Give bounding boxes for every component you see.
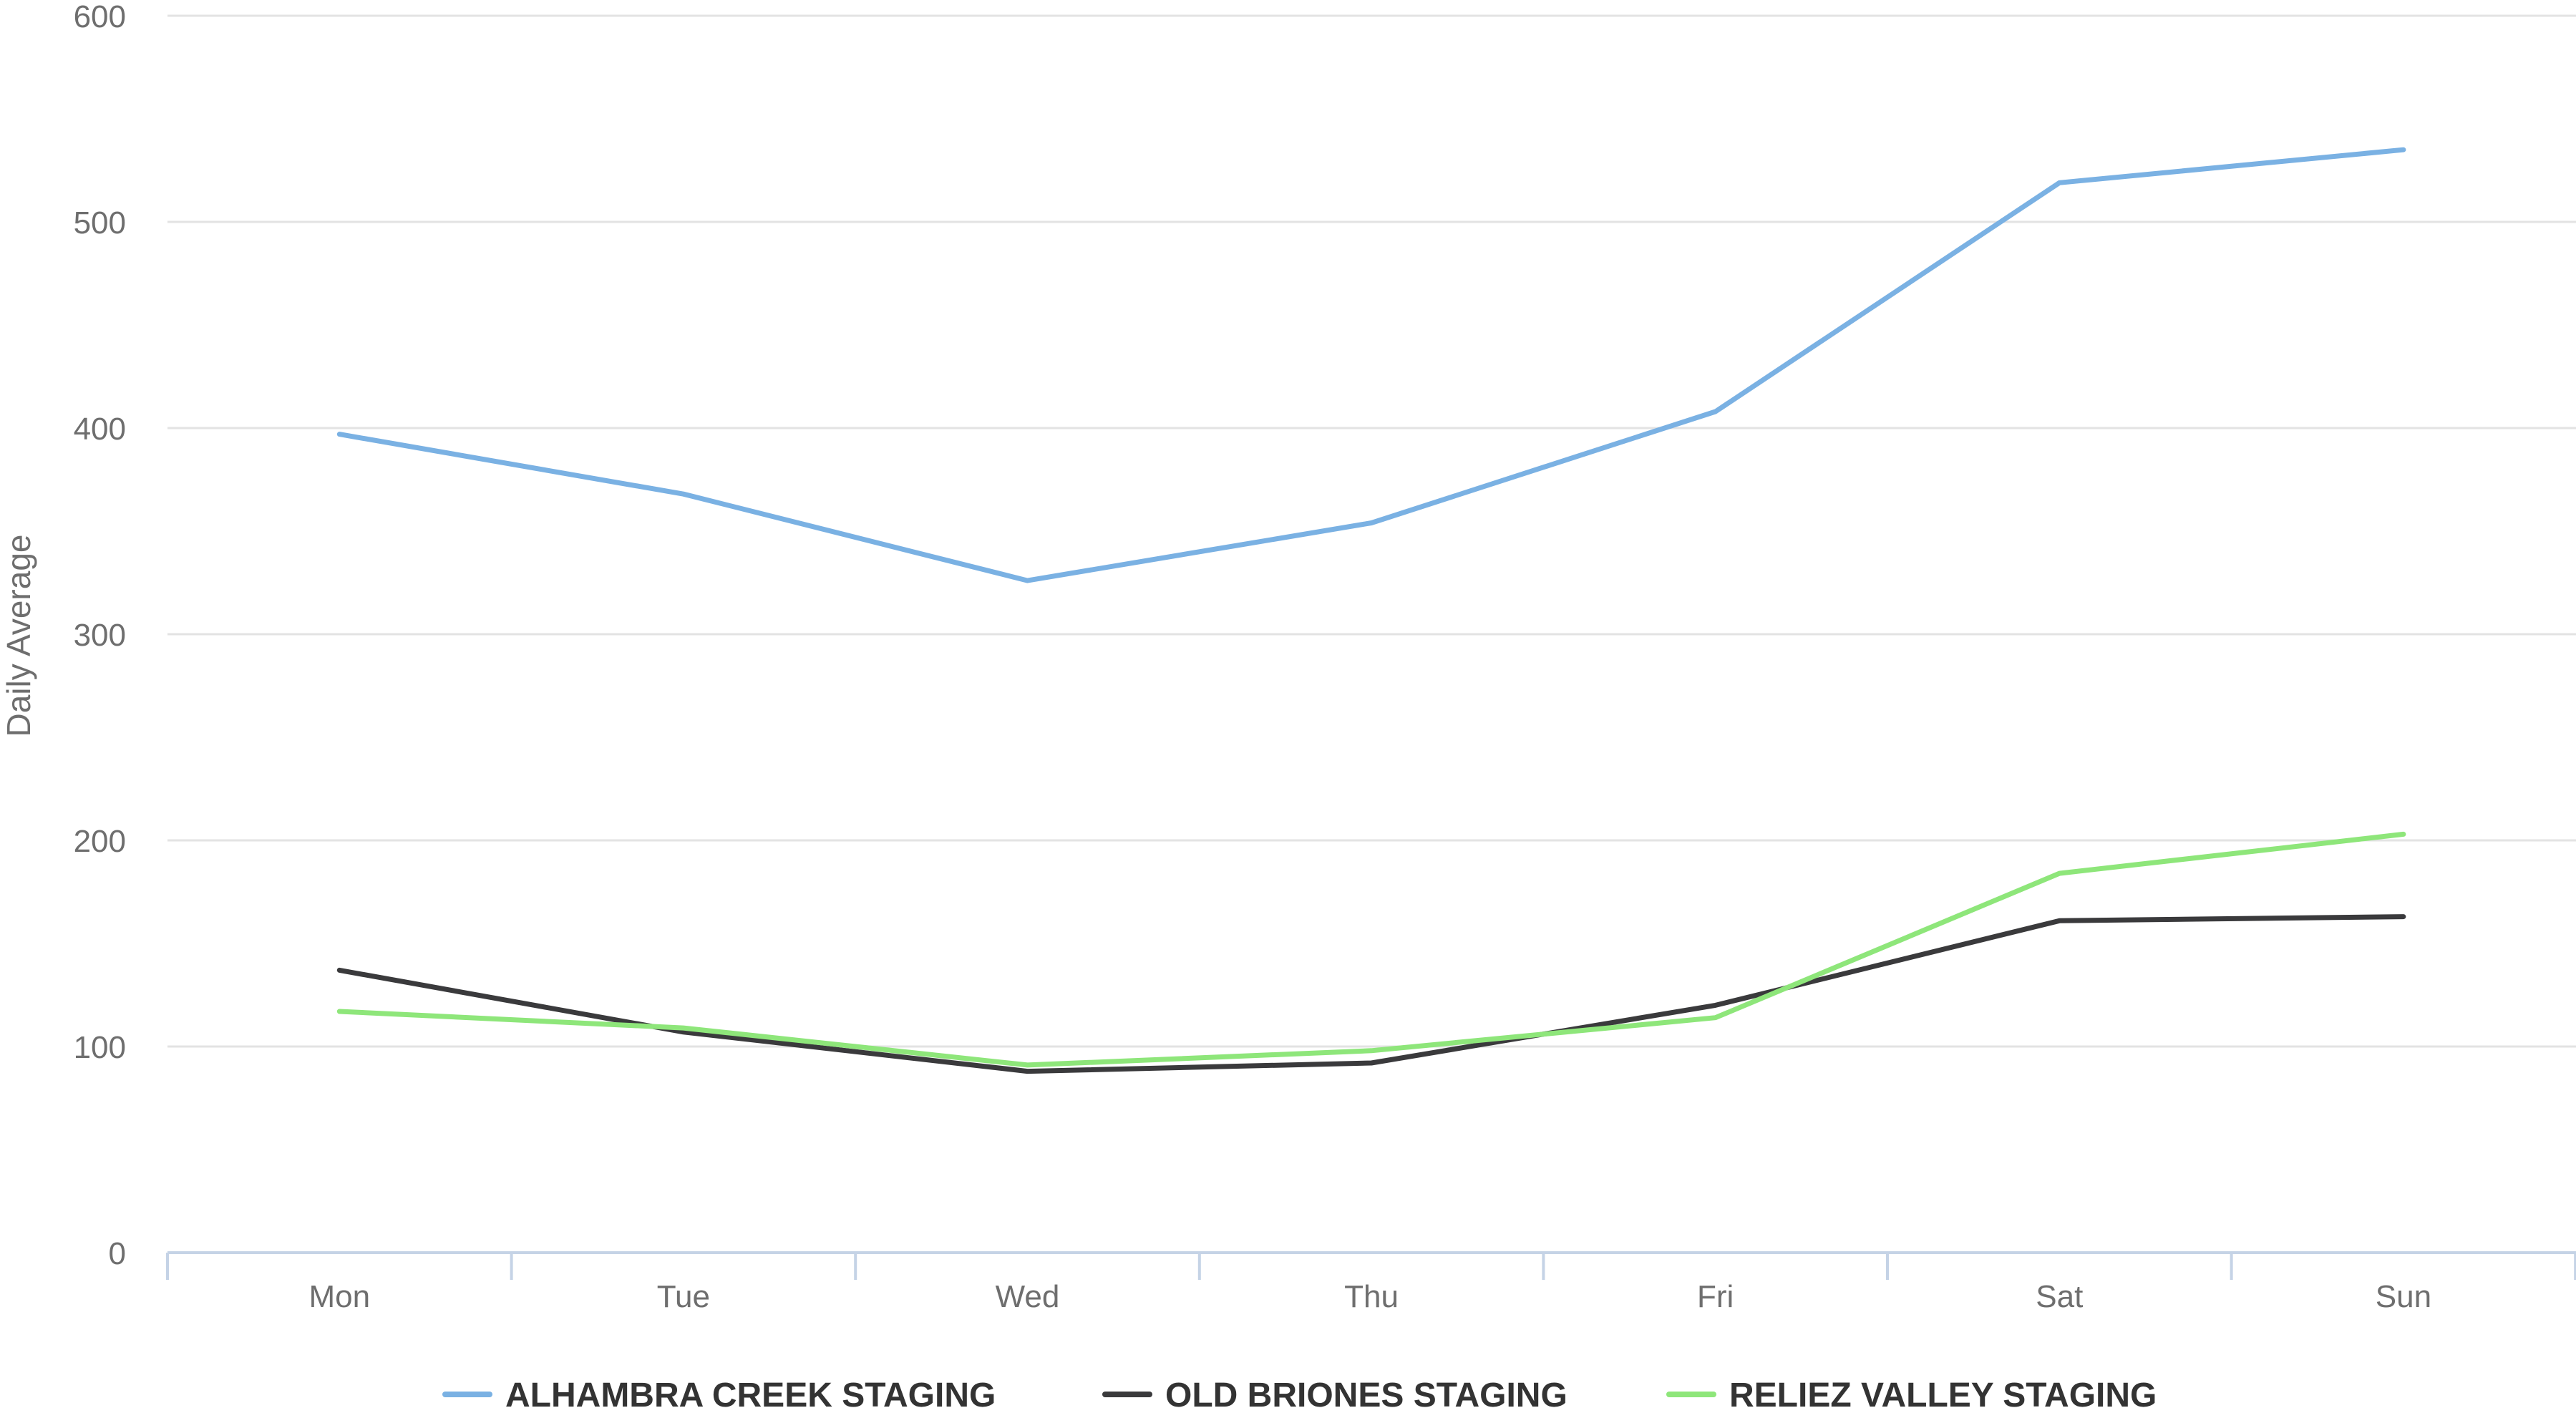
y-tick-label: 300 [74,618,126,653]
y-tick-label: 500 [74,205,126,241]
y-axis: 0 100 200 300 400 500 600 [74,0,126,1271]
legend-label: OLD BRIONES STAGING [1165,1376,1568,1413]
x-tick-label: Fri [1697,1279,1734,1314]
y-tick-label: 100 [74,1030,126,1065]
legend-item[interactable]: RELIEZ VALLEY STAGING [1666,1376,2157,1413]
gridlines [167,14,2576,1048]
x-tick-label: Wed [996,1279,1060,1314]
series-line-1 [336,914,2406,1074]
x-tick-label: Thu [1344,1279,1399,1314]
x-tick-label: Sat [2036,1279,2083,1314]
y-tick-label: 0 [109,1236,126,1271]
legend-item[interactable]: ALHAMBRA CREEK STAGING [442,1376,996,1413]
series-lines [336,147,2406,1074]
legend-label: ALHAMBRA CREEK STAGING [505,1376,996,1413]
y-tick-label: 400 [74,412,126,447]
legend-item[interactable]: OLD BRIONES STAGING [1102,1376,1568,1413]
x-tick-label: Mon [309,1279,371,1314]
y-axis-title: Daily Average [0,535,37,737]
series-line-0 [336,147,2406,583]
x-tick-label: Sun [2376,1279,2431,1314]
legend-label: RELIEZ VALLEY STAGING [1729,1376,2157,1413]
y-tick-label: 200 [74,824,126,859]
legend: ALHAMBRA CREEK STAGING OLD BRIONES STAGIN… [442,1376,2157,1413]
x-axis: Mon Tue Wed Thu Fri Sat Sun [166,1251,2576,1314]
y-tick-label: 600 [74,0,126,34]
x-tick-label: Tue [657,1279,710,1314]
series-line-2 [336,831,2406,1068]
